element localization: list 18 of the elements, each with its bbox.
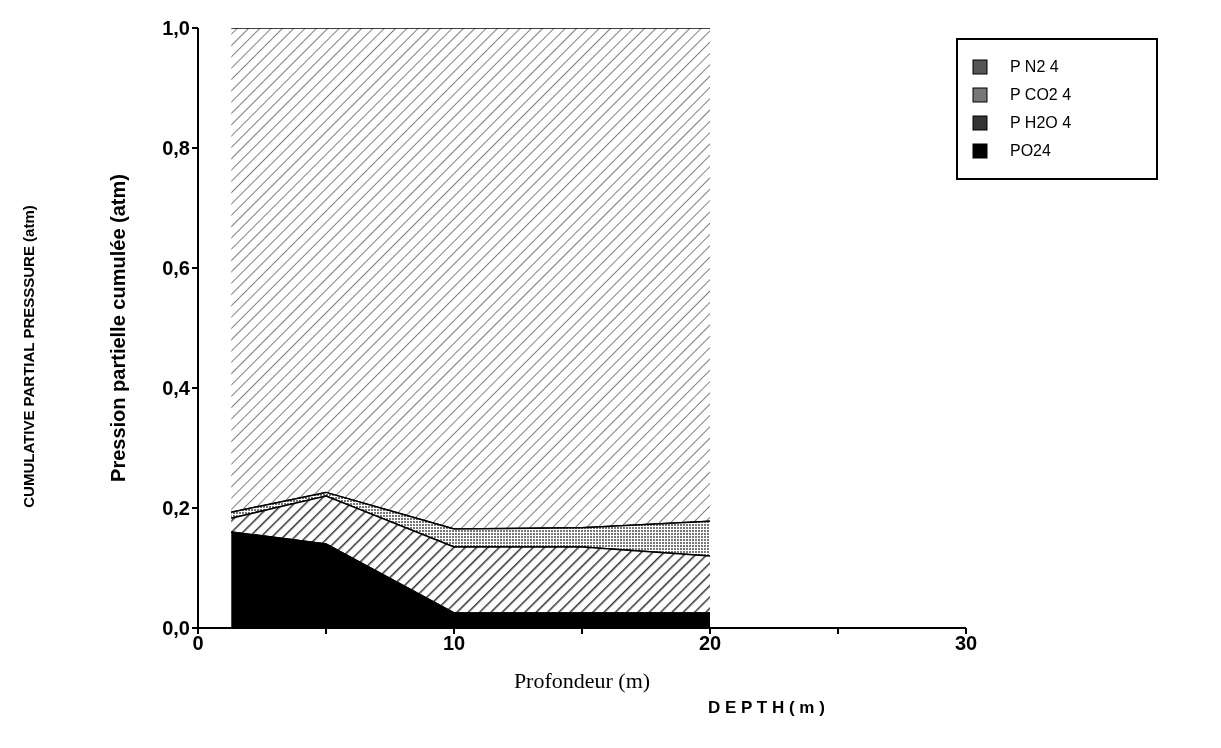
x-axis-title: Profondeur (m) <box>513 668 651 693</box>
y-tick-label: 0,8 <box>162 137 190 160</box>
y-tick-label: 0,4 <box>162 377 191 400</box>
text: CUMULATIVE PARTIAL PRESSSURE (atm) <box>19 204 37 510</box>
text: D E P T H ( m ) <box>708 698 825 718</box>
legend-label: P N2 4 <box>1010 58 1059 76</box>
legend-label: PO24 <box>1010 142 1051 160</box>
y-tick-label: 0,2 <box>162 497 190 520</box>
x-tick-label: 20 <box>698 632 722 655</box>
legend-label: P CO2 4 <box>1010 86 1072 104</box>
y-tick-label: 0,0 <box>162 617 190 640</box>
y-tick-label: 1,0 <box>162 17 190 40</box>
y-tick-label: 0,6 <box>162 257 190 280</box>
legend-label: P H2O 4 <box>1010 114 1072 132</box>
y-axis-title: Pression partielle cumulée (atm) <box>107 174 130 482</box>
x-tick-label: 0 <box>192 632 204 655</box>
x-tick-label: 10 <box>442 632 466 655</box>
x-tick-label: 30 <box>954 632 978 655</box>
